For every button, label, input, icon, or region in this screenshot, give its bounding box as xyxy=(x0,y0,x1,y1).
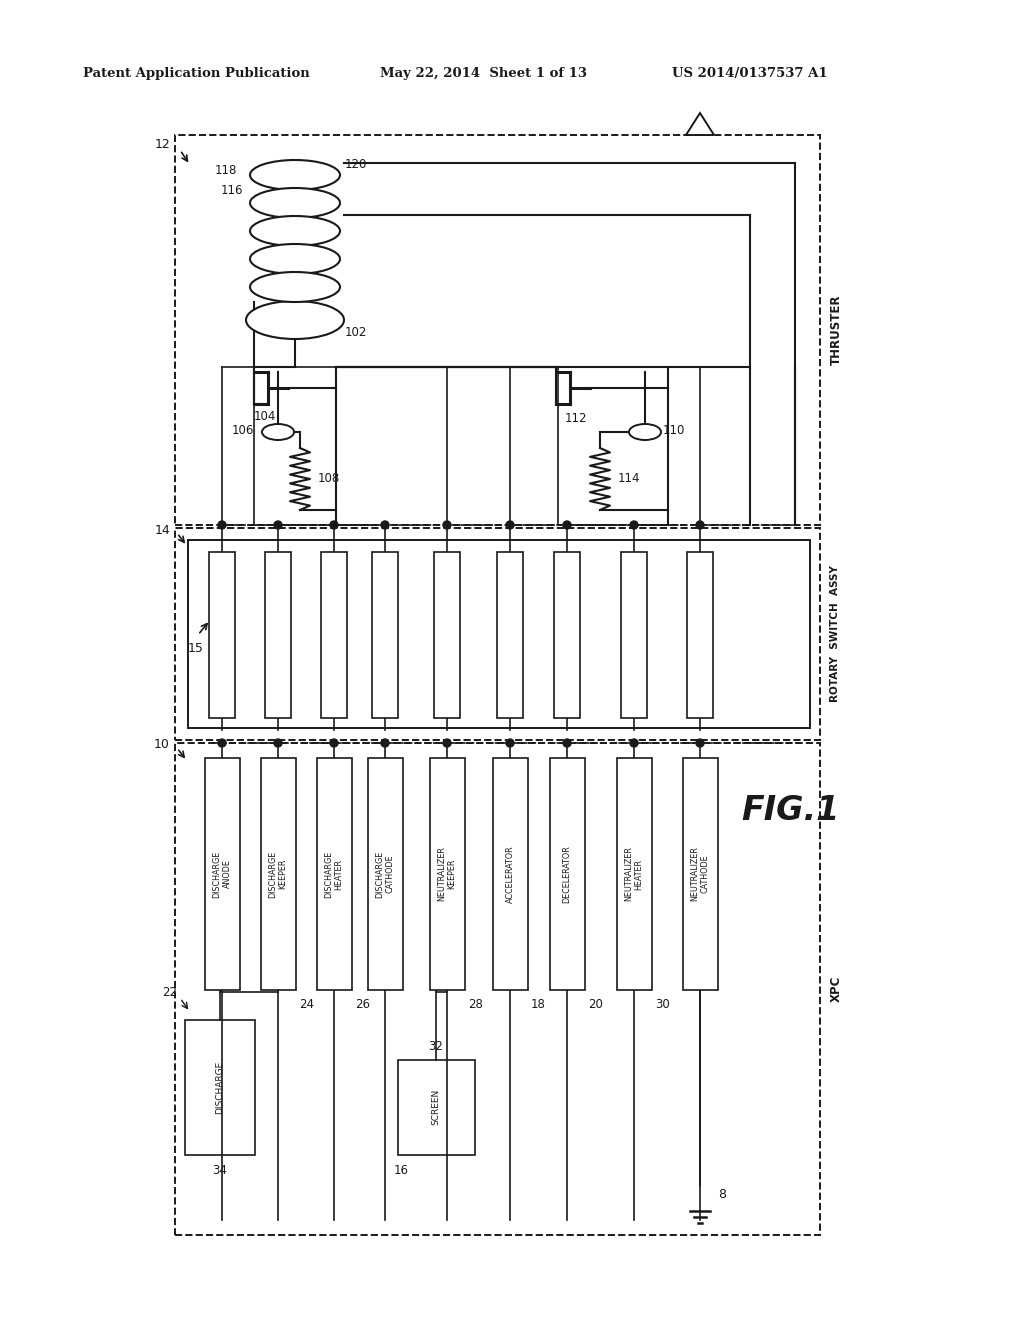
Text: 22: 22 xyxy=(162,986,177,999)
Bar xyxy=(175,135,820,525)
Text: 30: 30 xyxy=(655,998,670,1011)
Bar xyxy=(621,552,647,718)
Circle shape xyxy=(443,739,451,747)
Bar xyxy=(687,552,713,718)
Text: ROTARY  SWITCH  ASSY: ROTARY SWITCH ASSY xyxy=(830,565,840,702)
Bar xyxy=(398,1060,475,1155)
Text: NEUTRALIZER
HEATER: NEUTRALIZER HEATER xyxy=(625,846,644,902)
Circle shape xyxy=(563,739,571,747)
Circle shape xyxy=(330,739,338,747)
Text: ACCELERATOR: ACCELERATOR xyxy=(506,845,514,903)
Text: 18: 18 xyxy=(531,998,546,1011)
Text: SCREEN: SCREEN xyxy=(431,1089,440,1125)
Text: 34: 34 xyxy=(213,1164,227,1177)
Bar xyxy=(372,552,398,718)
Circle shape xyxy=(630,521,638,529)
Text: 110: 110 xyxy=(663,424,685,437)
Circle shape xyxy=(330,521,338,529)
Circle shape xyxy=(218,739,226,747)
Circle shape xyxy=(381,739,389,747)
Circle shape xyxy=(696,739,705,747)
Circle shape xyxy=(696,521,705,529)
Polygon shape xyxy=(686,114,714,135)
Text: 14: 14 xyxy=(155,524,170,536)
Text: 26: 26 xyxy=(355,998,370,1011)
Text: 20: 20 xyxy=(588,998,603,1011)
Text: 114: 114 xyxy=(618,473,640,486)
Text: 108: 108 xyxy=(318,473,340,486)
Text: NEUTRALIZER
CATHODE: NEUTRALIZER CATHODE xyxy=(690,846,710,902)
Ellipse shape xyxy=(250,160,340,190)
Ellipse shape xyxy=(250,216,340,246)
Text: NEUTRALIZER
KEEPER: NEUTRALIZER KEEPER xyxy=(437,846,457,902)
Text: DISCHARGE
KEEPER: DISCHARGE KEEPER xyxy=(268,850,288,898)
Circle shape xyxy=(506,739,514,747)
Bar xyxy=(683,758,718,990)
Circle shape xyxy=(506,521,514,529)
Text: 106: 106 xyxy=(231,424,254,437)
Ellipse shape xyxy=(250,187,340,218)
Text: XPC: XPC xyxy=(830,975,843,1002)
Bar xyxy=(205,758,240,990)
Bar xyxy=(175,743,820,1236)
Circle shape xyxy=(563,521,571,529)
Text: 32: 32 xyxy=(429,1040,443,1052)
Bar xyxy=(368,758,403,990)
Circle shape xyxy=(218,521,226,529)
Text: 120: 120 xyxy=(345,158,368,172)
Bar xyxy=(321,552,347,718)
Bar xyxy=(261,758,296,990)
Bar xyxy=(430,758,465,990)
Bar xyxy=(317,758,352,990)
Text: DISCHARGE
CATHODE: DISCHARGE CATHODE xyxy=(376,850,394,898)
Text: US 2014/0137537 A1: US 2014/0137537 A1 xyxy=(672,66,827,79)
Bar xyxy=(617,758,652,990)
Text: 28: 28 xyxy=(468,998,483,1011)
Ellipse shape xyxy=(246,301,344,339)
Text: THRUSTER: THRUSTER xyxy=(830,294,843,366)
Text: DISCHARGE
ANODE: DISCHARGE ANODE xyxy=(212,850,231,898)
Ellipse shape xyxy=(629,424,662,440)
Circle shape xyxy=(274,521,282,529)
Circle shape xyxy=(630,739,638,747)
Bar xyxy=(497,552,523,718)
Text: 112: 112 xyxy=(565,412,588,425)
Ellipse shape xyxy=(262,424,294,440)
Text: FIG.1: FIG.1 xyxy=(740,793,840,826)
Bar xyxy=(188,540,810,729)
Text: May 22, 2014  Sheet 1 of 13: May 22, 2014 Sheet 1 of 13 xyxy=(380,66,587,79)
Text: DISCHARGE
HEATER: DISCHARGE HEATER xyxy=(325,850,344,898)
Text: 116: 116 xyxy=(220,183,243,197)
Bar xyxy=(554,552,580,718)
Bar xyxy=(493,758,528,990)
Circle shape xyxy=(443,521,451,529)
Text: DISCHARGE: DISCHARGE xyxy=(215,1060,224,1114)
Text: DECELERATOR: DECELERATOR xyxy=(562,845,571,903)
Bar xyxy=(175,528,820,741)
Ellipse shape xyxy=(250,272,340,302)
Bar xyxy=(550,758,585,990)
Text: Patent Application Publication: Patent Application Publication xyxy=(83,66,309,79)
Text: 15: 15 xyxy=(188,642,204,655)
Bar xyxy=(265,552,291,718)
Ellipse shape xyxy=(250,244,340,275)
Text: 118: 118 xyxy=(215,164,237,177)
Bar xyxy=(185,1020,255,1155)
Circle shape xyxy=(381,521,389,529)
Text: 102: 102 xyxy=(345,326,368,338)
Bar xyxy=(209,552,234,718)
Circle shape xyxy=(274,739,282,747)
Text: 8: 8 xyxy=(718,1188,726,1201)
Text: 16: 16 xyxy=(393,1164,409,1177)
Text: 10: 10 xyxy=(155,738,170,751)
Bar xyxy=(434,552,460,718)
Text: 24: 24 xyxy=(299,998,314,1011)
Text: 12: 12 xyxy=(155,139,170,152)
Text: 104: 104 xyxy=(254,409,276,422)
